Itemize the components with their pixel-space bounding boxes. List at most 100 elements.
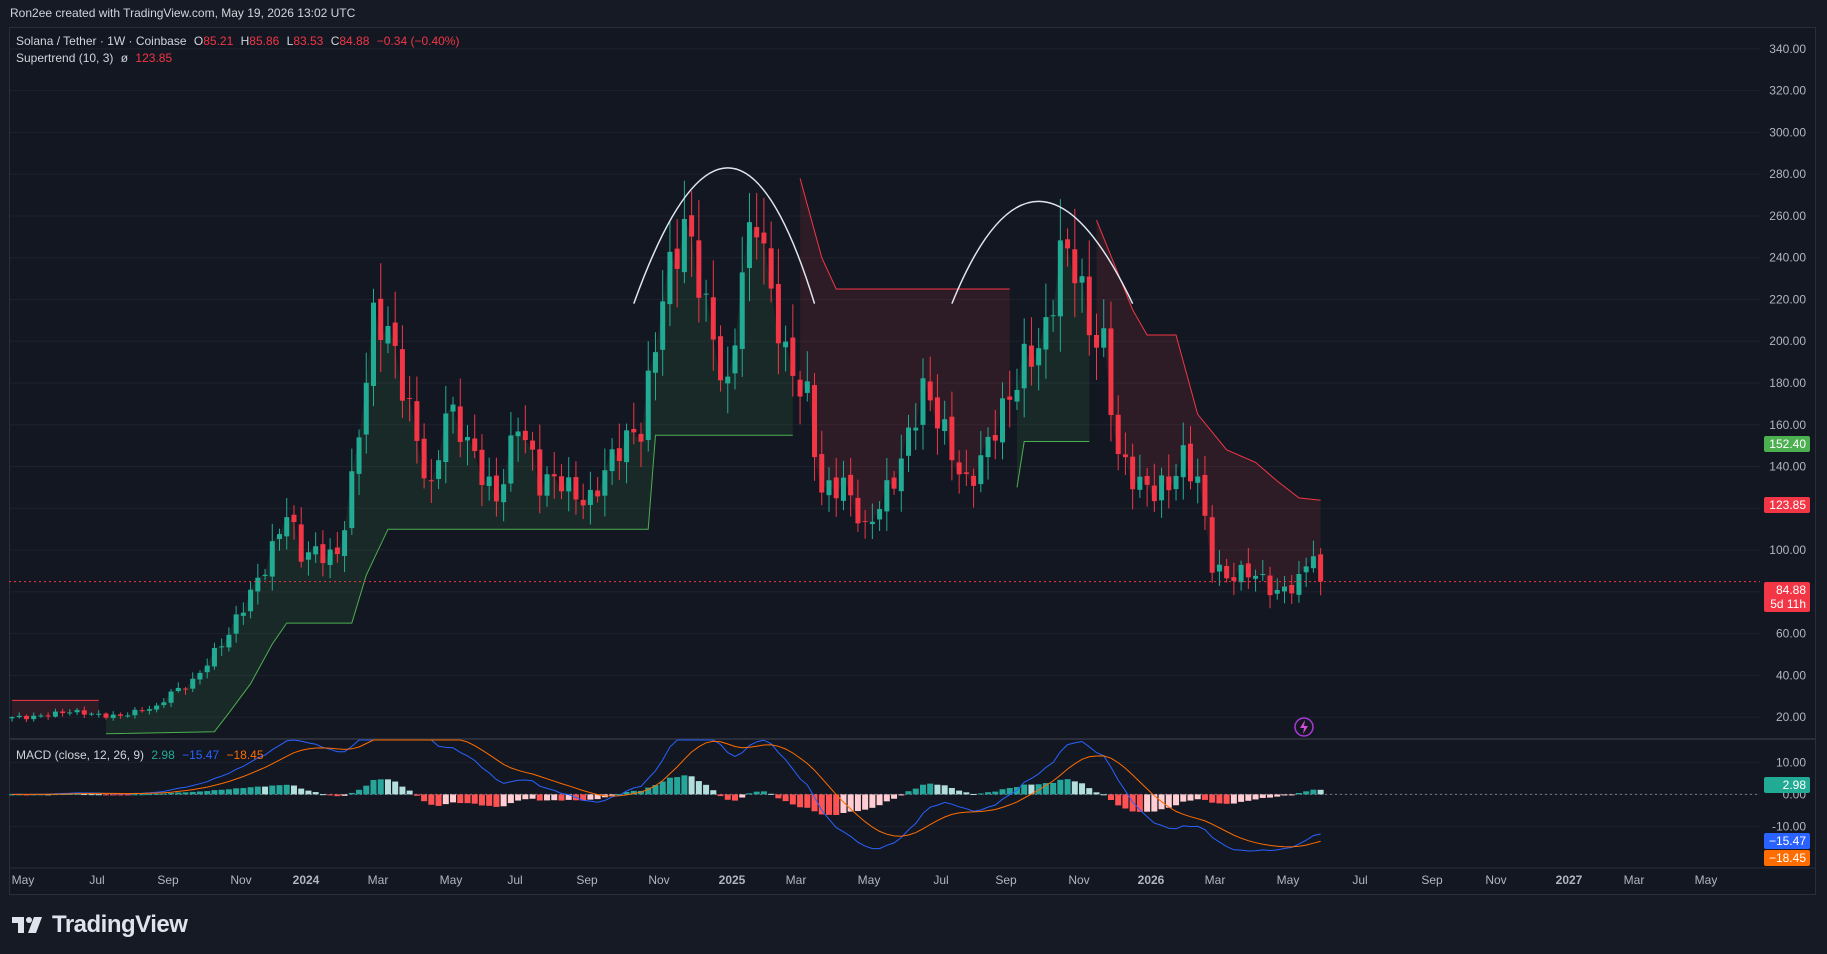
candle-body (1086, 276, 1092, 336)
macd-histogram-bar (746, 793, 753, 795)
chart-caption: Ron2ee created with TradingView.com, May… (10, 6, 356, 20)
macd-histogram-bar (666, 777, 673, 795)
macd-histogram-bar (348, 792, 355, 795)
candle-body (342, 530, 348, 556)
candle-body (161, 702, 167, 706)
candle-body (1187, 443, 1193, 482)
candle-body (248, 589, 254, 612)
macd-histogram-bar (544, 794, 551, 801)
price-tick-label: 100.00 (1769, 543, 1806, 557)
chart-frame[interactable] (9, 27, 1816, 895)
candle-body (313, 546, 319, 555)
macd-histogram-bar (594, 794, 601, 800)
macd-histogram-bar (1093, 792, 1100, 795)
macd-histogram-bar (847, 794, 854, 812)
candle-body (96, 713, 102, 715)
candle-body (1281, 586, 1287, 592)
candle-body (840, 477, 846, 501)
candle-body (884, 480, 890, 512)
candle-body (566, 477, 572, 492)
candle-body (349, 471, 355, 529)
candle-body (298, 524, 304, 562)
price-tag-macd-signal: −18.45 (1764, 850, 1810, 866)
time-tick-label: Nov (648, 873, 669, 887)
candle-body (486, 476, 492, 487)
alert-icon[interactable] (1294, 717, 1314, 737)
candle-body (277, 534, 283, 540)
candle-body (508, 435, 514, 484)
candle-body (797, 379, 803, 397)
candle-body (1202, 474, 1208, 516)
price-tick-label: 320.00 (1769, 84, 1806, 98)
macd-histogram-bar (963, 792, 970, 795)
candle-body (906, 427, 912, 456)
candle-body (255, 577, 261, 592)
candle-body (31, 715, 37, 720)
macd-histogram-bar (1194, 794, 1201, 800)
candle-body (645, 370, 651, 441)
candle-body (1318, 554, 1324, 582)
candle-body (356, 437, 362, 474)
candle-body (38, 715, 44, 717)
candle-body (1043, 317, 1049, 350)
candle-body (558, 476, 564, 492)
candle-body (848, 474, 854, 496)
macd-histogram-bar (189, 791, 196, 795)
supertrend-line-down (1096, 219, 1321, 501)
candle-body (660, 301, 666, 350)
candle-body (1303, 566, 1309, 573)
candle-body (378, 298, 384, 341)
macd-histogram-bar (1252, 794, 1259, 800)
candle-body (1216, 564, 1222, 572)
candle-body (1130, 456, 1136, 490)
candle-body (1072, 249, 1078, 284)
macd-histogram-bar (204, 791, 211, 795)
candle-body (624, 430, 630, 463)
candle-body (920, 378, 926, 425)
macd-histogram-bar (290, 785, 297, 795)
time-tick-label: 2027 (1556, 873, 1583, 887)
price-tick-label: 40.00 (1776, 668, 1806, 682)
macd-histogram-bar (1079, 783, 1086, 795)
open-value: 85.21 (203, 34, 234, 48)
candle-body (1122, 454, 1128, 458)
macd-histogram-bar (941, 785, 948, 795)
candle-body (1310, 556, 1316, 569)
macd-histogram-bar (471, 794, 478, 804)
candle-body (103, 713, 109, 718)
candle-body (1289, 585, 1295, 594)
candle-body (204, 665, 210, 673)
tradingview-icon (12, 917, 42, 933)
macd-histogram-bar (1295, 792, 1302, 795)
candle-body (775, 284, 781, 344)
price-chart[interactable]: 20.0040.0060.0080.00100.00120.00140.0016… (0, 0, 1827, 895)
macd-histogram-bar (956, 790, 963, 795)
candle-body (472, 438, 478, 452)
candle-body (125, 715, 131, 717)
time-axis: May Jul Sep Nov 2024 Mar May Jul Sep Nov 2025 Mar Ma… (12, 873, 1718, 887)
time-tick-label: Nov (230, 873, 251, 887)
macd-histogram-bar (1317, 789, 1324, 795)
candle-body (768, 248, 774, 289)
macd-histogram-bar (565, 794, 572, 800)
candles (9, 180, 1324, 723)
candle-body (1065, 239, 1071, 249)
macd-signal-line (12, 739, 1321, 848)
candle-body (493, 475, 499, 502)
candle-body (551, 474, 557, 477)
high-value: 85.86 (249, 34, 280, 48)
time-tick-label: May (440, 873, 463, 887)
macd-histogram-bar (515, 794, 522, 801)
macd-histogram-bar (413, 794, 420, 796)
candle-body (139, 710, 145, 712)
macd-histogram-bar (1180, 794, 1187, 802)
candle-body (464, 436, 470, 441)
pattern-arcs (633, 167, 1134, 304)
time-tick-label: 2026 (1138, 873, 1165, 887)
candle-body (168, 691, 174, 703)
candle-body (985, 436, 991, 458)
macd-histogram-bar (558, 794, 565, 801)
candle-body (595, 490, 601, 497)
price-tick-label: 340.00 (1769, 42, 1806, 56)
time-tick-label: Jul (507, 873, 522, 887)
